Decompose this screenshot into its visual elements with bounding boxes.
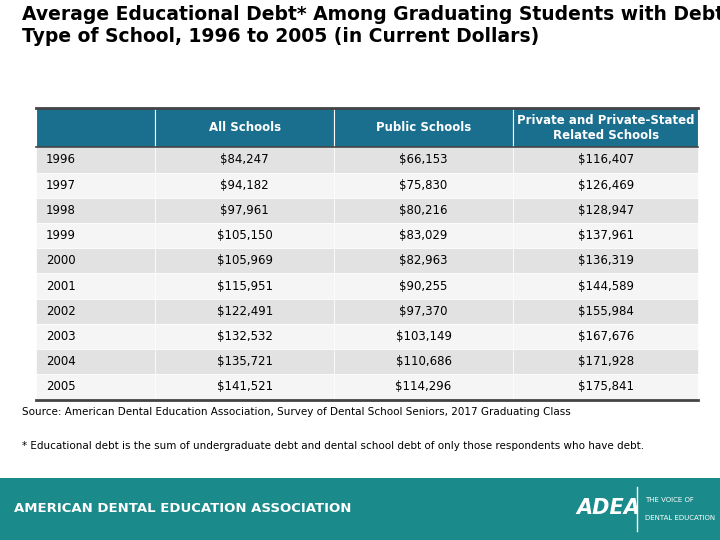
Bar: [334, 147, 513, 173]
Text: $84,247: $84,247: [220, 153, 269, 166]
Text: $175,841: $175,841: [577, 381, 634, 394]
Text: $75,830: $75,830: [400, 179, 448, 192]
Bar: [334, 349, 513, 374]
Bar: [513, 248, 698, 273]
Bar: [334, 273, 513, 299]
Text: 2003: 2003: [46, 330, 76, 343]
Text: $114,296: $114,296: [395, 381, 451, 394]
Bar: [513, 324, 698, 349]
Text: $137,961: $137,961: [577, 229, 634, 242]
Bar: [156, 299, 334, 324]
Bar: [513, 173, 698, 198]
Text: $105,969: $105,969: [217, 254, 273, 267]
Bar: [513, 349, 698, 374]
Text: DENTAL EDUCATION: DENTAL EDUCATION: [645, 515, 715, 521]
Text: 1998: 1998: [46, 204, 76, 217]
Bar: [334, 374, 513, 400]
Bar: [513, 299, 698, 324]
Bar: [36, 223, 156, 248]
Text: 2005: 2005: [46, 381, 76, 394]
Text: $66,153: $66,153: [400, 153, 448, 166]
Text: Average Educational Debt* Among Graduating Students with Debt by
Type of School,: Average Educational Debt* Among Graduati…: [22, 5, 720, 46]
Bar: [334, 248, 513, 273]
Text: All Schools: All Schools: [209, 121, 281, 134]
Text: $132,532: $132,532: [217, 330, 273, 343]
Text: $126,469: $126,469: [577, 179, 634, 192]
Text: $171,928: $171,928: [577, 355, 634, 368]
Bar: [334, 198, 513, 223]
Text: 2004: 2004: [46, 355, 76, 368]
Text: $110,686: $110,686: [395, 355, 451, 368]
Bar: [36, 198, 156, 223]
Text: $83,029: $83,029: [400, 229, 448, 242]
Bar: [334, 223, 513, 248]
Bar: [156, 273, 334, 299]
Bar: [156, 349, 334, 374]
Text: 2002: 2002: [46, 305, 76, 318]
Text: $97,370: $97,370: [400, 305, 448, 318]
Text: $144,589: $144,589: [577, 280, 634, 293]
Text: 2001: 2001: [46, 280, 76, 293]
Bar: [156, 173, 334, 198]
Text: 1997: 1997: [46, 179, 76, 192]
Text: $80,216: $80,216: [400, 204, 448, 217]
Bar: [513, 108, 698, 147]
Text: $115,951: $115,951: [217, 280, 273, 293]
Bar: [156, 324, 334, 349]
Bar: [36, 374, 156, 400]
Bar: [156, 248, 334, 273]
Text: $116,407: $116,407: [577, 153, 634, 166]
Text: 2000: 2000: [46, 254, 76, 267]
Text: $90,255: $90,255: [400, 280, 448, 293]
Text: $167,676: $167,676: [577, 330, 634, 343]
Text: Public Schools: Public Schools: [376, 121, 471, 134]
Text: $94,182: $94,182: [220, 179, 269, 192]
Bar: [334, 108, 513, 147]
Text: Source: American Dental Education Association, Survey of Dental School Seniors, : Source: American Dental Education Associ…: [22, 407, 570, 417]
Bar: [513, 273, 698, 299]
Text: $128,947: $128,947: [577, 204, 634, 217]
Bar: [513, 147, 698, 173]
Bar: [156, 198, 334, 223]
Bar: [36, 299, 156, 324]
Bar: [513, 198, 698, 223]
Bar: [334, 299, 513, 324]
Bar: [334, 173, 513, 198]
Bar: [513, 374, 698, 400]
Text: $135,721: $135,721: [217, 355, 273, 368]
Text: Private and Private-Stated
Related Schools: Private and Private-Stated Related Schoo…: [517, 114, 694, 141]
Text: 1999: 1999: [46, 229, 76, 242]
Bar: [513, 223, 698, 248]
Bar: [36, 248, 156, 273]
Bar: [36, 273, 156, 299]
Text: $97,961: $97,961: [220, 204, 269, 217]
Text: 1996: 1996: [46, 153, 76, 166]
Text: * Educational debt is the sum of undergraduate debt and dental school debt of on: * Educational debt is the sum of undergr…: [22, 441, 644, 451]
Text: $141,521: $141,521: [217, 381, 273, 394]
Bar: [156, 374, 334, 400]
Bar: [36, 108, 156, 147]
Text: THE VOICE OF: THE VOICE OF: [645, 497, 694, 503]
Bar: [334, 324, 513, 349]
Text: $103,149: $103,149: [395, 330, 451, 343]
Bar: [156, 108, 334, 147]
Text: $136,319: $136,319: [577, 254, 634, 267]
Bar: [156, 223, 334, 248]
Text: $105,150: $105,150: [217, 229, 273, 242]
Bar: [36, 349, 156, 374]
Text: AMERICAN DENTAL EDUCATION ASSOCIATION: AMERICAN DENTAL EDUCATION ASSOCIATION: [14, 502, 352, 516]
Text: ADEA: ADEA: [576, 498, 640, 518]
Text: $82,963: $82,963: [400, 254, 448, 267]
Bar: [36, 173, 156, 198]
Bar: [36, 147, 156, 173]
Bar: [36, 324, 156, 349]
Bar: [156, 147, 334, 173]
Text: $122,491: $122,491: [217, 305, 273, 318]
Text: $155,984: $155,984: [577, 305, 634, 318]
